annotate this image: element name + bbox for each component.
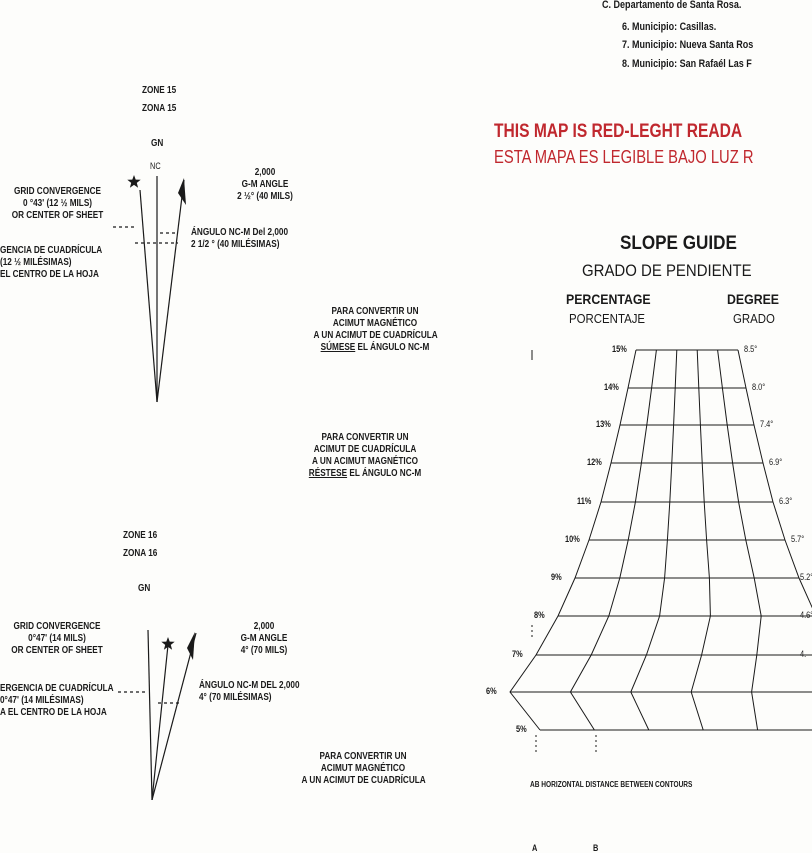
percent-tick: 5%: [516, 724, 527, 734]
z15-magnetic-north-line: [156, 179, 185, 403]
z15-grid-convergence: GRID CONVERGENCE 0 °43' (12 ½ MILS) OR CEN…: [11, 186, 104, 221]
z15-nc-label: NC: [150, 161, 161, 171]
percent-tick: 9%: [551, 572, 562, 582]
municipio-item-6: 6. Municipio: Casillas.: [622, 21, 717, 33]
z16-convergencia: ERGENCIA DE CUADRÍCULA 0°47' (14 MILÉSIMA…: [0, 683, 114, 718]
percent-tick: 14%: [604, 382, 619, 392]
red-light-notice-en: THIS MAP IS RED-LEGHT READA: [494, 121, 743, 142]
red-light-notice-es: ESTA MAPA ES LEGIBLE BAJO LUZ R: [494, 147, 754, 167]
degree-tick: 6.9°: [769, 457, 783, 467]
z15-arrowhead-icon: [178, 178, 186, 205]
z16-add-instructions: PARA CONVERTIR UN ACIMUT MAGNÉTICO A UN AC…: [301, 751, 426, 786]
declination-and-slope-drawings: [113, 175, 812, 800]
degree-tick: 4.6°: [800, 610, 812, 620]
percent-tick: 10%: [565, 534, 580, 544]
degree-tick: 8.0°: [752, 382, 766, 392]
z15-convergencia: GENCIA DE CUADRÍCULA (12 ½ MILÉSIMAS) EL C…: [0, 245, 103, 280]
municipio-item-7: 7. Municipio: Nueva Santa Ros: [622, 39, 754, 51]
percent-tick: 8%: [534, 610, 545, 620]
z16-zone-label: ZONE 16: [123, 530, 158, 541]
percent-tick: 15%: [612, 344, 627, 354]
degree-tick: 5.7°: [791, 534, 805, 544]
percent-tick: 13%: [596, 419, 611, 429]
degree-heading: DEGREE: [727, 291, 780, 307]
grado-heading: GRADO: [733, 311, 775, 326]
degree-tick: 8.5°: [744, 344, 758, 354]
degree-tick: 6.3°: [779, 496, 793, 506]
z15-angulo-nc-m: ÁNGULO NC-M Del 2,000 2 1/2 ° (40 MILÉSIM…: [191, 227, 289, 250]
degree-tick: 7.4°: [760, 419, 774, 429]
z16-gm-angle: 2,000 G-M ANGLE 4° (70 MILS): [240, 621, 288, 656]
z16-arrowhead-icon: [187, 632, 195, 660]
degree-tick: 4.: [800, 649, 807, 659]
z16-grid-convergence: GRID CONVERGENCE 0°47' (14 MILS) OR CENTER…: [11, 621, 103, 656]
slope-guide-diagram: [509, 349, 812, 752]
z15-zone-label: ZONE 15: [142, 85, 177, 96]
z15-add-instructions: PARA CONVERTIR UN ACIMUT MAGNÉTICO A UN AC…: [313, 306, 438, 353]
z16-angulo-nc-m: ÁNGULO NC-M DEL 2,000 4° (70 MILÉSIMAS): [199, 680, 300, 703]
z16-magnetic-north-line: [151, 632, 197, 800]
z16-true-north-star-icon: [161, 637, 175, 650]
z15-true-north-line: [139, 189, 158, 403]
marker-a: A: [532, 843, 538, 853]
marker-b: B: [593, 843, 599, 853]
z16-gn-label: GN: [138, 583, 151, 594]
slope-guide-footer: AB HORIZONTAL DISTANCE BETWEEN CONTOURS: [530, 780, 693, 789]
z15-zona-label: ZONA 15: [142, 103, 177, 114]
percentage-heading: PERCENTAGE: [566, 291, 651, 307]
percent-tick: 7%: [512, 649, 523, 659]
degree-tick: 5.2°: [800, 572, 812, 582]
z16-grid-north-line: [147, 629, 153, 800]
slope-guide-title: SLOPE GUIDE: [620, 233, 737, 254]
percent-tick: 6%: [486, 686, 497, 696]
department-line: C. Departamento de Santa Rosa.: [602, 0, 742, 11]
porcentaje-heading: PORCENTAJE: [569, 311, 646, 326]
z16-true-north-line: [151, 644, 169, 800]
z15-gn-label: GN: [151, 138, 164, 149]
z15-subtract-instructions: PARA CONVERTIR UN ACIMUT DE CUADRÍCULA A U…: [308, 432, 422, 479]
slope-guide-subtitle: GRADO DE PENDIENTE: [582, 261, 752, 280]
percent-tick: 12%: [587, 457, 602, 467]
z15-true-north-star-icon: [127, 175, 141, 188]
z16-zona-label: ZONA 16: [123, 548, 158, 559]
municipio-item-8: 8. Municipio: San Rafaél Las F: [622, 58, 752, 70]
z15-gm-angle: 2,000 G-M ANGLE 2 ½° (40 MILS): [237, 167, 293, 202]
percent-tick: 11%: [577, 496, 592, 506]
